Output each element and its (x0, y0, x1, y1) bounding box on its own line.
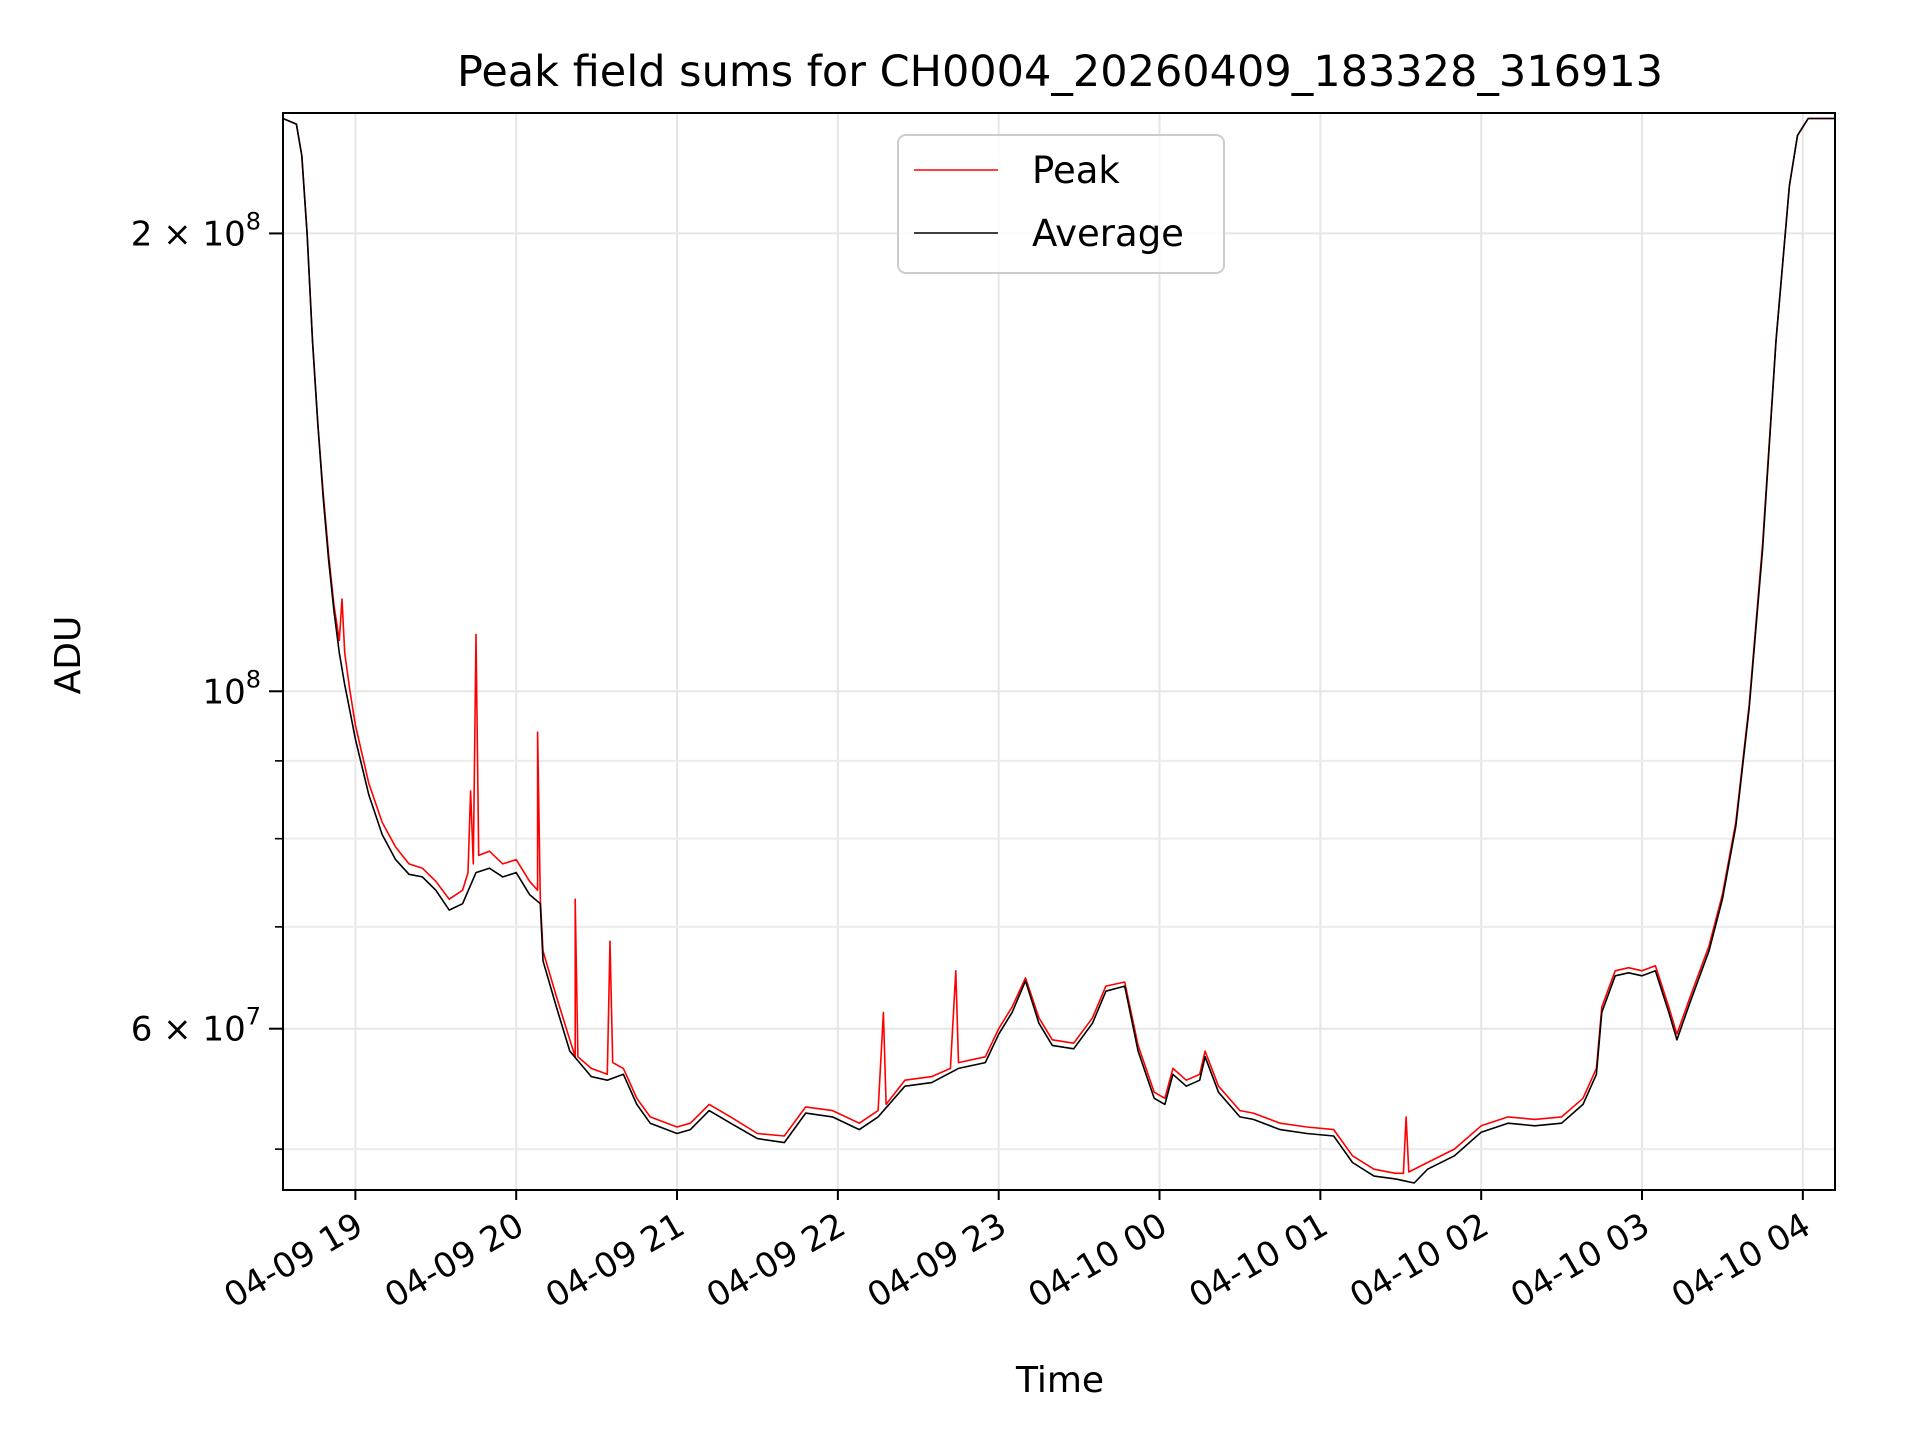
legend: Peak Average (897, 134, 1225, 274)
y-tick-exponent: 8 (246, 207, 261, 235)
y-tick-base: 10 (202, 672, 245, 712)
y-tick-base: 10 (202, 214, 245, 254)
y-axis-label: ADU (48, 616, 89, 695)
chart-title: Peak field sums for CH0004_20260409_1833… (457, 47, 1663, 97)
y-tick-exponent: 7 (246, 1003, 261, 1031)
series-line-average (282, 117, 1835, 1184)
y-tick-base: 10 (202, 1010, 245, 1050)
y-tick-mantissa: 6 (131, 1010, 153, 1050)
series-line-peak (282, 117, 1835, 1175)
plot-frame (282, 112, 1836, 1191)
y-tick-exponent: 8 (246, 665, 261, 693)
legend-label-peak: Peak (1032, 149, 1120, 192)
x-axis-label: Time (1015, 1360, 1104, 1401)
y-tick-label: 108 (202, 665, 261, 712)
y-tick-label: 6 × 107 (131, 1003, 261, 1050)
y-tick-label: 2 × 108 (131, 207, 261, 254)
y-tick-mantissa: 2 (131, 214, 153, 254)
series-lines (282, 117, 1835, 1184)
legend-label-average: Average (1032, 212, 1184, 255)
